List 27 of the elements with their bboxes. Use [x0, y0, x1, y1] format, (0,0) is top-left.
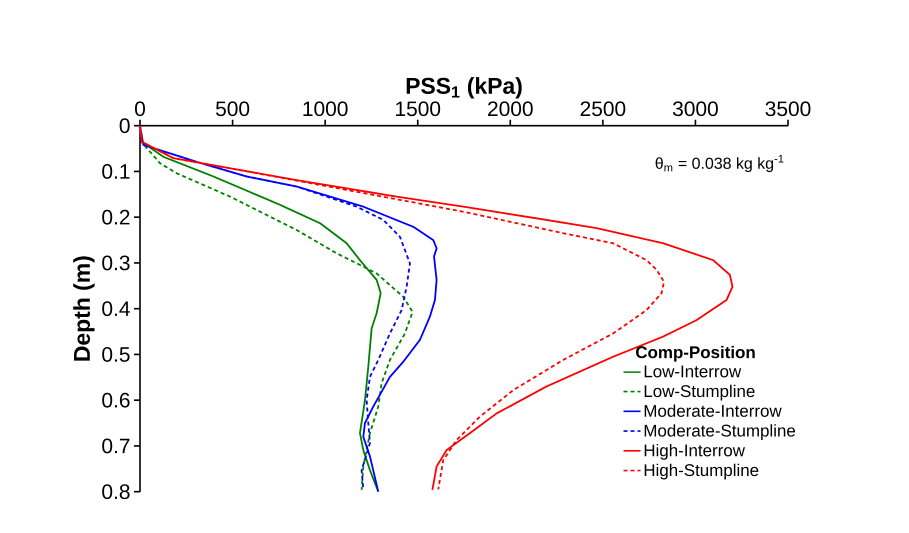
y-tick-label: 0.3 — [102, 256, 130, 270]
y-axis-title: Depth (m) — [73, 256, 95, 361]
y-tick-label: 0.2 — [102, 210, 130, 225]
legend-label: Low-Interrow — [644, 366, 742, 378]
x-tick-label: 1000 — [303, 101, 348, 116]
legend-label: High-Stumpline — [644, 464, 758, 480]
y-tick-label: 0.6 — [102, 392, 130, 408]
legend-label: Moderate-Interrow — [644, 404, 782, 417]
y-tick-label: 0.8 — [102, 484, 130, 500]
x-tick-label: 500 — [216, 101, 250, 116]
legend-label: Low-Stumpline — [644, 384, 755, 400]
x-tick-label: 3500 — [766, 101, 810, 116]
x-tick-label: 3000 — [672, 101, 718, 116]
legend-title: Comp-Position — [636, 346, 755, 362]
y-tick-label: 0.1 — [102, 164, 130, 179]
x-tick-label: 1500 — [396, 101, 440, 116]
x-tick-label: 2000 — [488, 101, 533, 116]
y-tick-label: 0 — [120, 118, 130, 134]
legend-label: High-Interrow — [644, 444, 745, 460]
annotation: θ$_{m}$ = 0.038 kg kg$^{-1}$ — [656, 154, 784, 172]
x-axis-title: PSS$_{1}$ (kPa) — [406, 77, 522, 99]
y-tick-label: 0.4 — [102, 301, 130, 316]
y-tick-label: 0.5 — [102, 347, 130, 362]
legend-label: Moderate-Stumpline — [644, 424, 796, 440]
x-tick-label: 0 — [135, 101, 146, 116]
x-tick-label: 2500 — [580, 101, 626, 116]
y-tick-label: 0.7 — [102, 438, 130, 454]
